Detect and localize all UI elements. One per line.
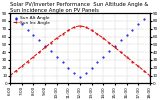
- Legend: Sun Alt Angle, Sun Inc Angle: Sun Alt Angle, Sun Inc Angle: [12, 15, 51, 26]
- Text: Solar PV/Inverter Performance  Sun Altitude Angle & Sun Incidence Angle on PV Pa: Solar PV/Inverter Performance Sun Altitu…: [10, 2, 148, 13]
